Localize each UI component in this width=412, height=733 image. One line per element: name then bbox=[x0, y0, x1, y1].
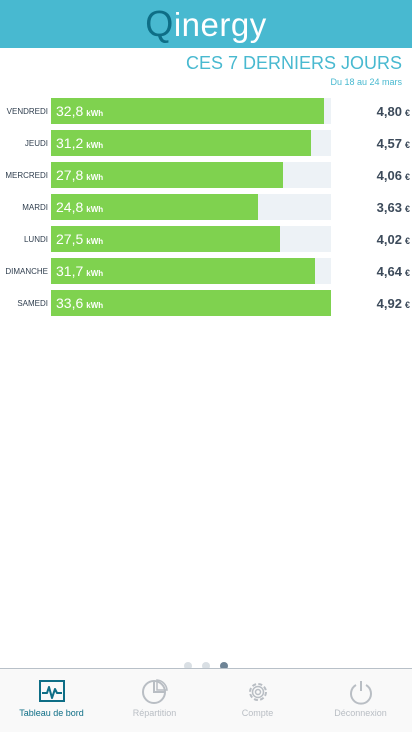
kwh-unit: kWh bbox=[86, 205, 104, 214]
kwh-unit: kWh bbox=[86, 173, 104, 182]
day-label: DIMANCHE bbox=[5, 267, 48, 276]
kwh-value: 27,5 kWh bbox=[56, 226, 103, 252]
gear-icon bbox=[248, 683, 267, 701]
consumption-bar bbox=[51, 194, 258, 220]
price-value: 4,06 € bbox=[377, 162, 410, 190]
bar-track: 27,5 kWh bbox=[51, 226, 331, 252]
date-range: Du 18 au 24 mars bbox=[330, 77, 402, 87]
day-label: MARDI bbox=[22, 203, 48, 212]
day-label: VENDREDI bbox=[6, 107, 48, 116]
qinergy-logo: Qinergy bbox=[0, 0, 412, 48]
kwh-unit: kWh bbox=[86, 301, 104, 310]
bar-track: 31,7 kWh bbox=[51, 258, 331, 284]
page-dot-active[interactable] bbox=[220, 662, 228, 670]
page-dot[interactable] bbox=[202, 662, 210, 670]
price-number: 3,63 bbox=[376, 200, 402, 215]
price-number: 4,80 bbox=[376, 104, 402, 119]
page-indicator bbox=[0, 657, 412, 670]
consumption-bar bbox=[51, 290, 331, 316]
price-number: 4,64 bbox=[376, 264, 402, 279]
app-header: Qinergy bbox=[0, 0, 412, 48]
currency-unit: € bbox=[404, 140, 410, 150]
price-value: 4,80 € bbox=[377, 98, 410, 126]
currency-unit: € bbox=[404, 204, 410, 214]
tab-compte[interactable]: Compte bbox=[206, 669, 309, 733]
day-label: SAMEDI bbox=[17, 299, 48, 308]
pie-chart-icon bbox=[141, 679, 168, 704]
bar-track: 31,2 kWh bbox=[51, 130, 331, 156]
kwh-number: 31,7 bbox=[56, 263, 84, 279]
kwh-unit: kWh bbox=[86, 237, 104, 246]
price-value: 4,64 € bbox=[377, 258, 410, 286]
day-row[interactable]: VENDREDI 32,8 kWh 4,80 € bbox=[0, 98, 412, 130]
kwh-number: 24,8 bbox=[56, 199, 84, 215]
tab-label: Répartition bbox=[132, 708, 177, 718]
price-value: 3,63 € bbox=[377, 194, 410, 222]
tab-label: Tableau de bord bbox=[19, 708, 84, 718]
price-number: 4,02 bbox=[376, 232, 402, 247]
bar-track: 27,8 kWh bbox=[51, 162, 331, 188]
kwh-value: 31,7 kWh bbox=[56, 258, 103, 284]
day-row[interactable]: MARDI 24,8 kWh 3,63 € bbox=[0, 194, 412, 226]
currency-unit: € bbox=[404, 172, 410, 182]
kwh-unit: kWh bbox=[86, 109, 104, 118]
kwh-number: 27,5 bbox=[56, 231, 84, 247]
price-number: 4,92 bbox=[376, 296, 402, 311]
kwh-number: 32,8 bbox=[56, 103, 84, 119]
kwh-number: 31,2 bbox=[56, 135, 84, 151]
price-value: 4,92 € bbox=[377, 290, 410, 318]
currency-unit: € bbox=[404, 108, 410, 118]
day-label: MERCREDI bbox=[5, 171, 48, 180]
kwh-value: 27,8 kWh bbox=[56, 162, 103, 188]
consumption-chart: VENDREDI 32,8 kWh 4,80 € JEUDI 31,2 kWh 4,5… bbox=[0, 98, 412, 322]
logo-q: Q bbox=[145, 3, 174, 44]
price-number: 4,57 bbox=[376, 136, 402, 151]
kwh-number: 33,6 bbox=[56, 295, 84, 311]
bar-track: 32,8 kWh bbox=[51, 98, 331, 124]
kwh-value: 33,6 kWh bbox=[56, 290, 103, 316]
currency-unit: € bbox=[404, 300, 410, 310]
day-row[interactable]: DIMANCHE 31,7 kWh 4,64 € bbox=[0, 258, 412, 290]
price-number: 4,06 bbox=[376, 168, 402, 183]
kwh-unit: kWh bbox=[86, 141, 104, 150]
currency-unit: € bbox=[404, 268, 410, 278]
day-row[interactable]: LUNDI 27,5 kWh 4,02 € bbox=[0, 226, 412, 258]
kwh-value: 32,8 kWh bbox=[56, 98, 103, 124]
consumption-bar bbox=[51, 162, 283, 188]
tab-tableau-de-bord[interactable]: Tableau de bord bbox=[0, 669, 103, 733]
day-label: LUNDI bbox=[23, 235, 48, 244]
consumption-bar bbox=[51, 130, 311, 156]
tab-repartition[interactable]: Répartition bbox=[103, 669, 206, 733]
consumption-bar bbox=[51, 98, 325, 124]
kwh-value: 24,8 kWh bbox=[56, 194, 103, 220]
kwh-number: 27,8 bbox=[56, 167, 84, 183]
consumption-bar bbox=[51, 226, 281, 252]
page-dot[interactable] bbox=[184, 662, 192, 670]
section-title: CES 7 DERNIERS JOURS bbox=[185, 53, 402, 73]
bar-track: 33,6 kWh bbox=[51, 290, 331, 316]
bottom-tab-bar: Tableau de bord Répartition Compte Décon… bbox=[0, 668, 412, 732]
consumption-bar bbox=[51, 258, 316, 284]
day-row[interactable]: JEUDI 31,2 kWh 4,57 € bbox=[0, 130, 412, 162]
chart-icon bbox=[38, 680, 65, 702]
power-icon bbox=[349, 681, 372, 705]
kwh-value: 31,2 kWh bbox=[56, 130, 103, 156]
day-label: JEUDI bbox=[24, 139, 48, 148]
price-value: 4,02 € bbox=[377, 226, 410, 254]
price-value: 4,57 € bbox=[377, 130, 410, 158]
currency-unit: € bbox=[404, 236, 410, 246]
tab-deconnexion[interactable]: Déconnexion bbox=[309, 669, 412, 733]
logo-text: inergy bbox=[173, 6, 267, 43]
tab-label: Compte bbox=[241, 708, 274, 718]
day-row[interactable]: MERCREDI 27,8 kWh 4,06 € bbox=[0, 162, 412, 194]
tab-label: Déconnexion bbox=[334, 708, 387, 718]
kwh-unit: kWh bbox=[86, 269, 104, 278]
bar-track: 24,8 kWh bbox=[51, 194, 331, 220]
day-row[interactable]: SAMEDI 33,6 kWh 4,92 € bbox=[0, 290, 412, 322]
